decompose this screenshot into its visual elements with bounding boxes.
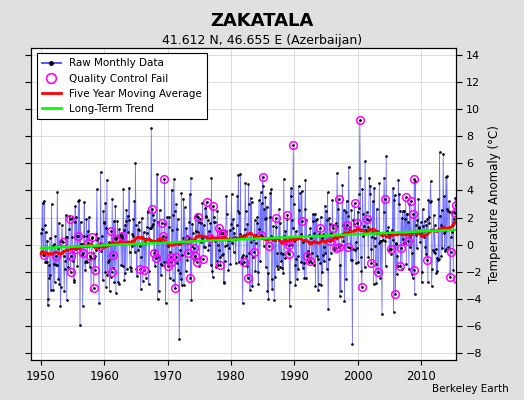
Text: 41.612 N, 46.655 E (Azerbaijan): 41.612 N, 46.655 E (Azerbaijan): [162, 34, 362, 47]
Legend: Raw Monthly Data, Quality Control Fail, Five Year Moving Average, Long-Term Tren: Raw Monthly Data, Quality Control Fail, …: [37, 53, 207, 119]
Y-axis label: Temperature Anomaly (°C): Temperature Anomaly (°C): [488, 125, 501, 283]
Text: ZAKATALA: ZAKATALA: [210, 12, 314, 30]
Text: Berkeley Earth: Berkeley Earth: [432, 384, 508, 394]
